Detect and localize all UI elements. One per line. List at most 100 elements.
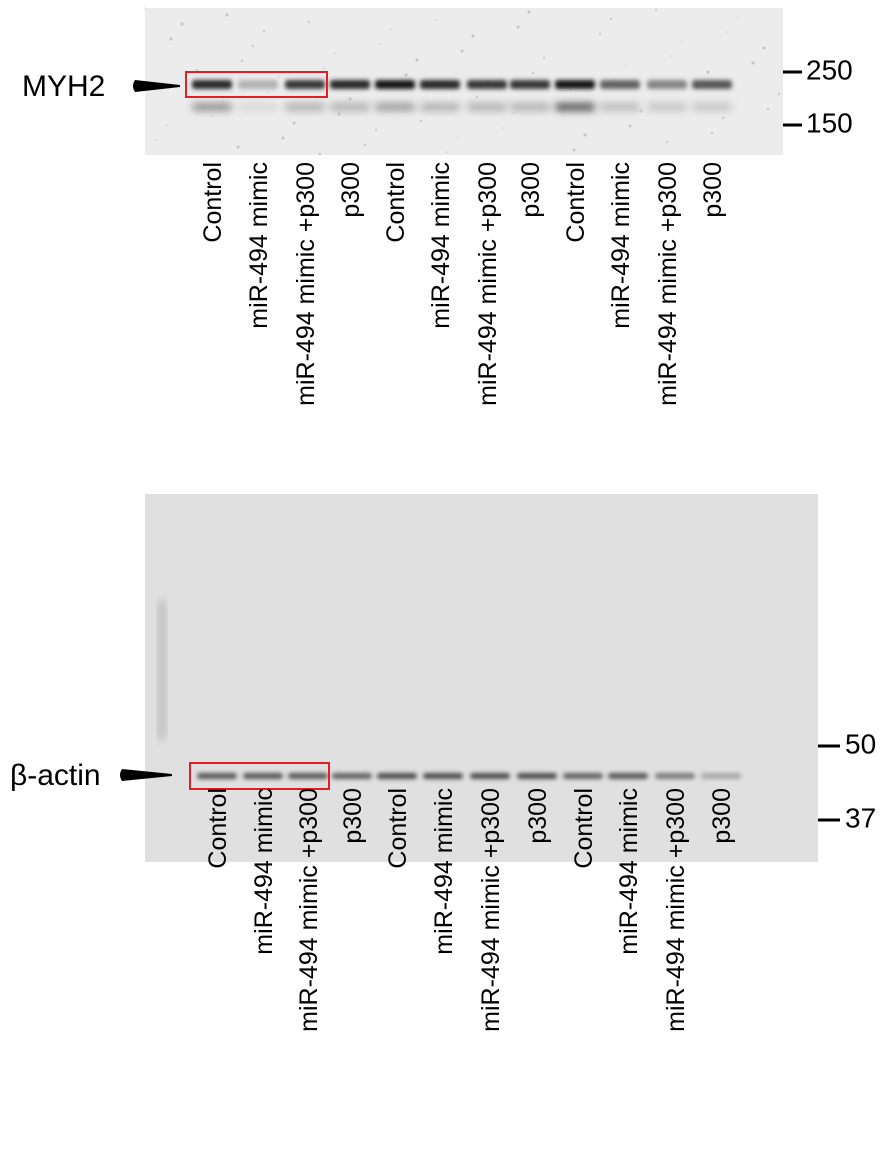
speck [737, 16, 739, 18]
smear [158, 600, 166, 740]
band [243, 773, 283, 779]
speck [726, 31, 728, 33]
lower-band [238, 103, 278, 111]
band [647, 80, 687, 89]
speck [225, 13, 228, 16]
band [238, 80, 278, 89]
lane-label: Control [382, 162, 410, 243]
band [467, 80, 507, 89]
speck [415, 58, 418, 61]
speck [532, 72, 534, 74]
speck [278, 76, 280, 78]
speck [211, 115, 213, 117]
lane-label: Control [562, 162, 590, 243]
speck [460, 49, 463, 52]
speck [267, 91, 269, 93]
speck [252, 45, 254, 47]
lower-band [467, 103, 507, 111]
speck [711, 132, 713, 134]
speck [655, 9, 657, 11]
marker-label: 37 [845, 802, 876, 833]
lower-band [420, 103, 460, 111]
band [655, 773, 695, 779]
band [288, 773, 328, 779]
speck [639, 109, 642, 112]
lane-label: miR-494 mimic +p300 [474, 162, 502, 406]
band [192, 80, 232, 89]
speck [471, 34, 474, 37]
lane-label: Control [570, 788, 598, 869]
marker-label: 250 [806, 54, 853, 85]
lane-label: miR-494 mimic [250, 788, 278, 955]
speck [628, 124, 631, 127]
lower-band [510, 103, 550, 111]
lane-label: miR-494 mimic [615, 788, 643, 955]
speck [476, 96, 478, 98]
speck [263, 30, 265, 32]
speck [292, 121, 295, 124]
speck [751, 61, 754, 64]
band [330, 80, 370, 89]
band [510, 80, 550, 89]
band [423, 773, 463, 779]
lane-label: p300 [699, 162, 727, 218]
speck [502, 127, 504, 129]
figure: MYH2 250 150 Control miR-494 mimic miR-494 mi… [0, 0, 888, 1151]
speck [572, 148, 575, 151]
band [285, 80, 325, 89]
speck [379, 43, 381, 45]
page: {"blots": [ {"protein": "MYH2", "markers… [0, 0, 888, 1151]
band [692, 80, 732, 89]
speck [527, 10, 530, 13]
speck [236, 145, 239, 148]
band [701, 773, 741, 779]
lower-band [600, 103, 640, 111]
speck [390, 28, 392, 30]
lane-label: Control [204, 788, 232, 869]
lower-band [285, 103, 325, 111]
band [420, 80, 460, 89]
marker-label: 150 [806, 107, 853, 138]
speck [348, 97, 351, 100]
lower-band [375, 103, 415, 111]
speck [375, 129, 377, 131]
speck [767, 108, 769, 110]
lane-label: p300 [517, 162, 545, 218]
lane-label: p300 [524, 788, 552, 844]
speck [155, 139, 157, 141]
lower-band [555, 103, 595, 111]
band [197, 773, 237, 779]
blot: MYH2 250 150 Control miR-494 mimic miR-494 mi… [22, 7, 853, 406]
speck [446, 151, 448, 153]
lane-label: p300 [708, 788, 736, 844]
lane-label: miR-494 mimic +p300 [292, 162, 320, 406]
speck [666, 141, 668, 143]
lane-label: p300 [337, 162, 365, 218]
lane-label: Control [199, 162, 227, 243]
lane-label: miR-494 mimic +p300 [477, 788, 505, 1032]
lane-label: miR-494 mimic [607, 162, 635, 329]
speck [196, 69, 198, 71]
speck [241, 60, 243, 62]
band [470, 773, 510, 779]
lane-label: miR-494 mimic +p300 [662, 788, 690, 1032]
speck [281, 136, 284, 139]
speck [166, 124, 168, 126]
band [555, 80, 595, 89]
lane-label: miR-494 mimic [245, 162, 273, 329]
speck [599, 33, 601, 35]
speck [319, 153, 321, 155]
speck [706, 70, 709, 73]
lane-label: miR-494 mimic [427, 162, 455, 329]
speck [681, 40, 683, 42]
protein-label: MYH2 [22, 70, 105, 103]
speck [583, 133, 586, 136]
lane-label: p300 [339, 788, 367, 844]
speck [334, 52, 336, 54]
band [517, 773, 557, 779]
lower-band [330, 103, 370, 111]
lane-label: Control [384, 788, 412, 869]
band [563, 773, 603, 779]
lane-label: miR-494 mimic +p300 [295, 788, 323, 1032]
